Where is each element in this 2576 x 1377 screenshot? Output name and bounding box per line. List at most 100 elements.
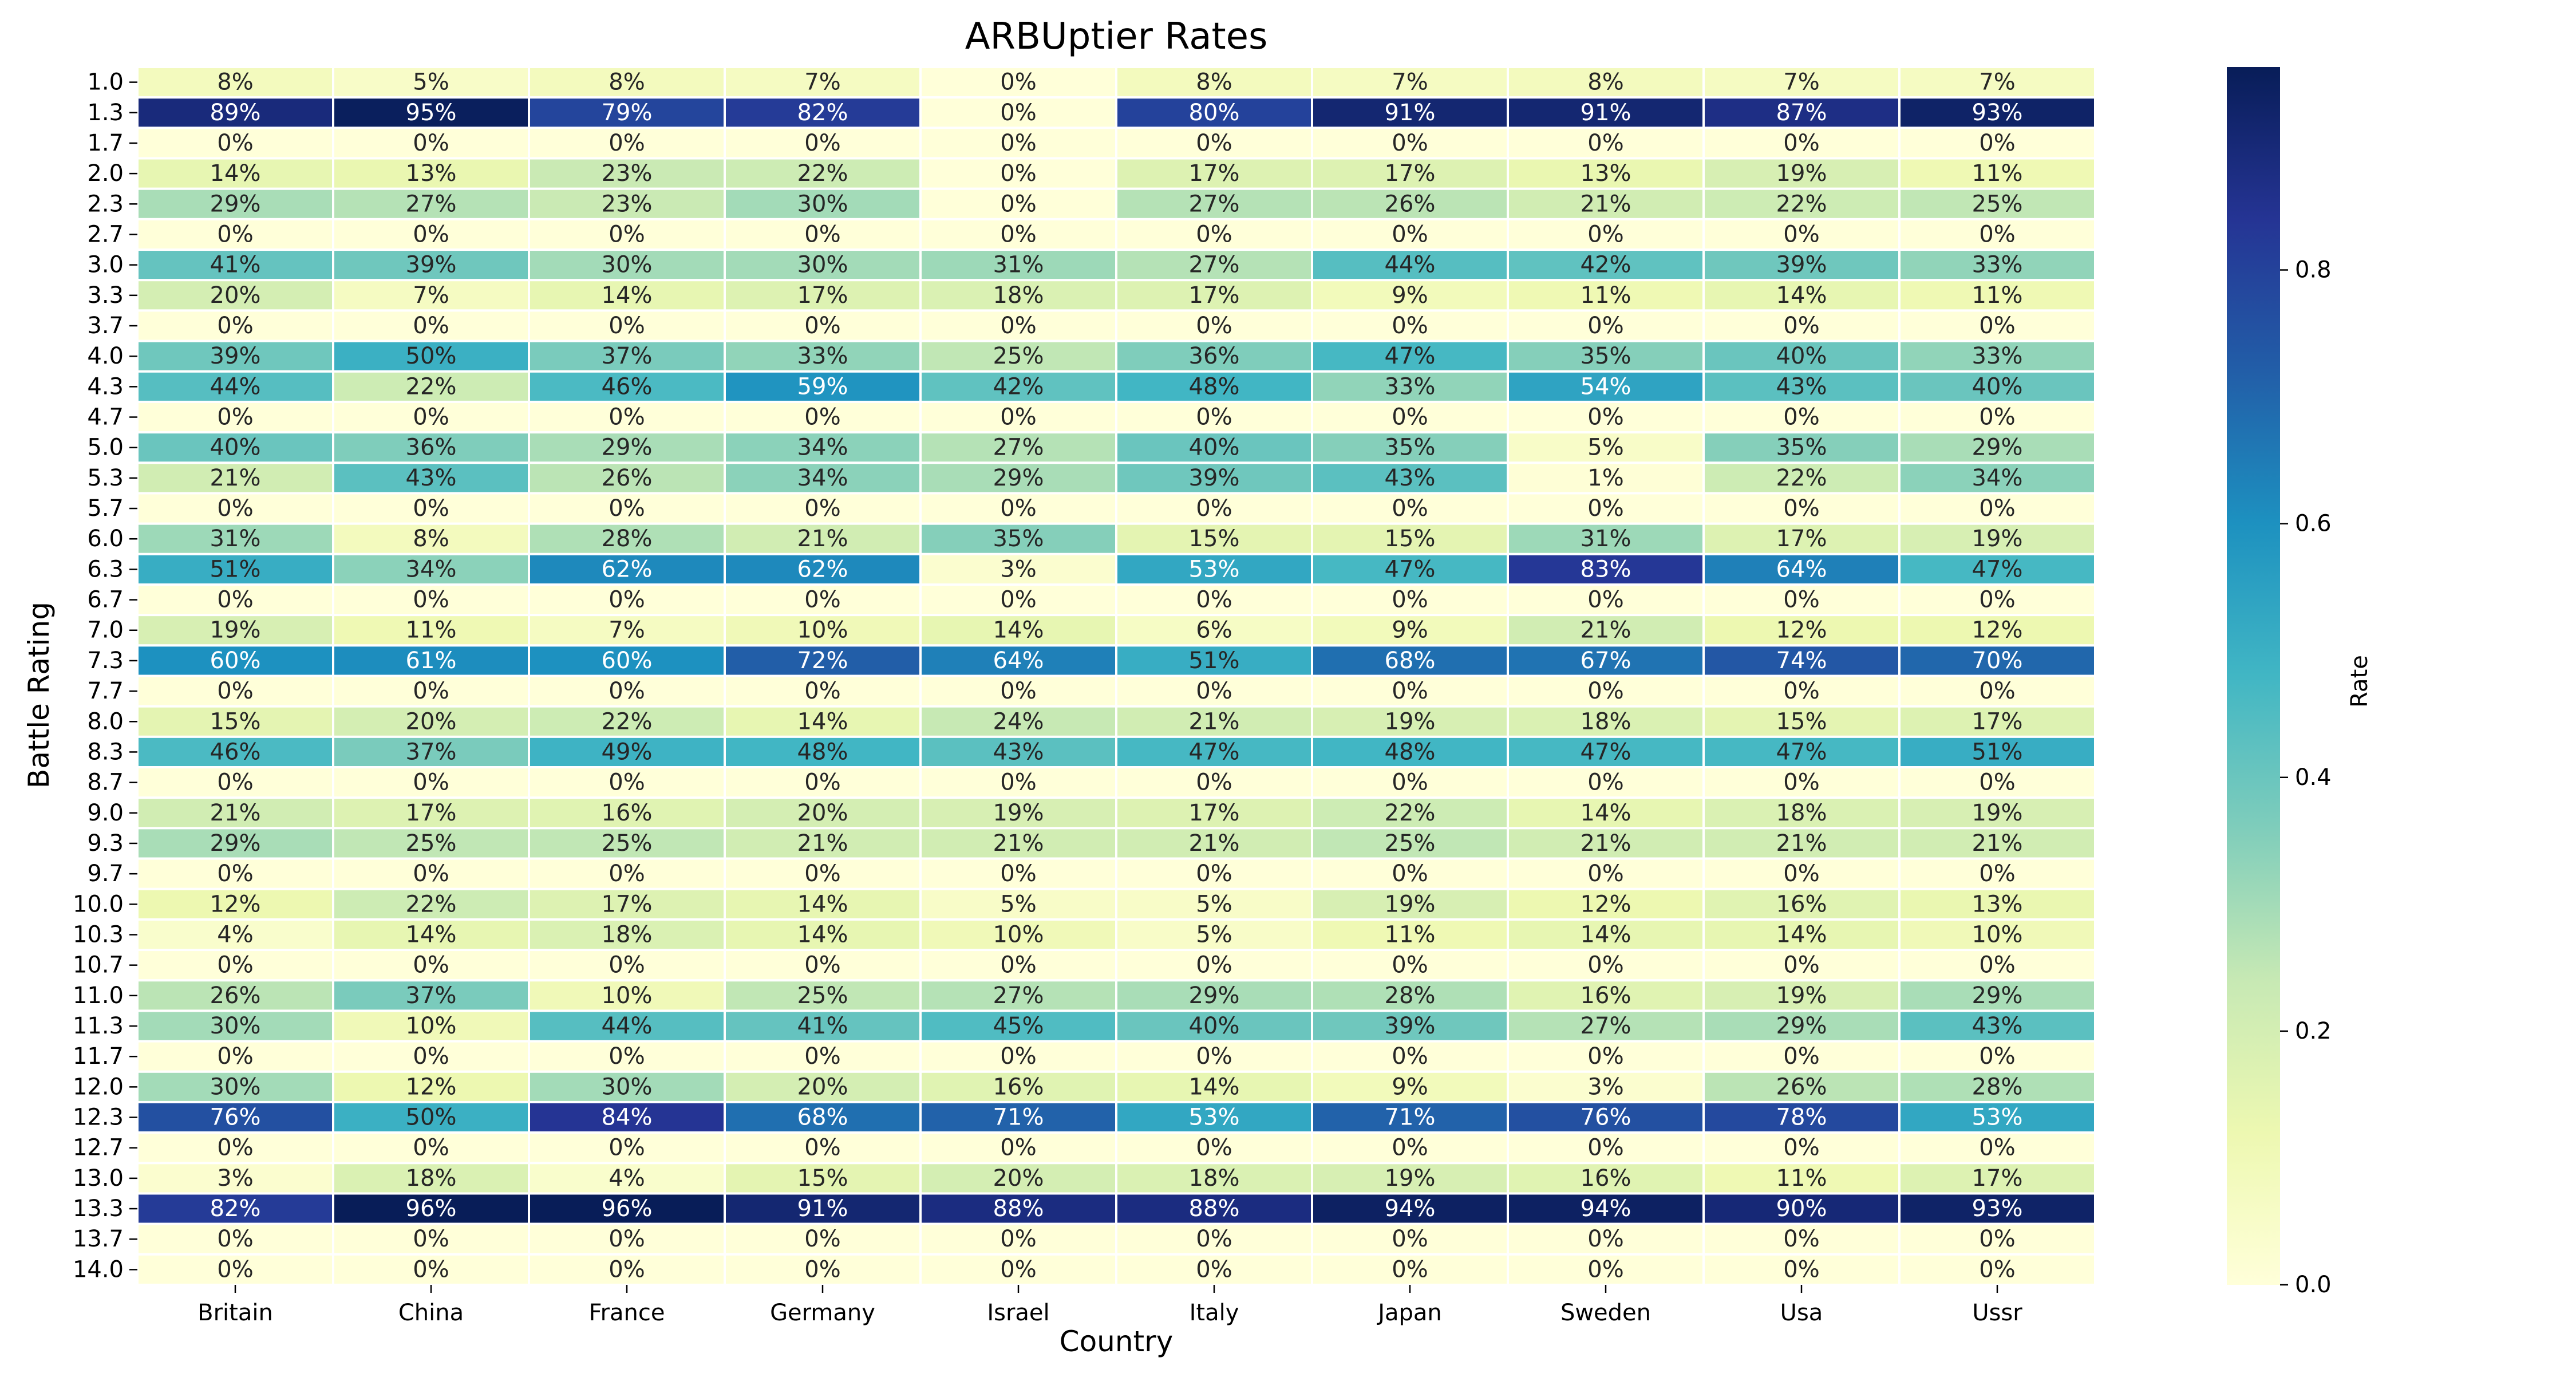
heatmap-cell bbox=[1702, 735, 1901, 769]
heatmap-cell bbox=[1898, 1070, 2096, 1103]
heatmap-cell bbox=[1507, 553, 1705, 586]
cell-value-label: 0% bbox=[217, 1256, 253, 1283]
cell-value-label: 22% bbox=[406, 891, 457, 917]
y-tick-label: 13.7 bbox=[73, 1226, 124, 1252]
heatmap-cell bbox=[136, 644, 334, 677]
colorbar-ticks: 0.0 0.2 0.4 0.6 0.8 bbox=[2280, 257, 2332, 1298]
heatmap-cell bbox=[724, 705, 922, 738]
cell-value-label: 0% bbox=[217, 495, 253, 522]
heatmap-cell bbox=[332, 735, 530, 769]
cell-value-label: 40% bbox=[1189, 435, 1240, 461]
y-tick-label: 1.3 bbox=[87, 100, 124, 126]
cell-value-label: 0% bbox=[1979, 952, 2015, 979]
cell-value-label: 78% bbox=[1776, 1104, 1827, 1131]
y-tick-label: 1.0 bbox=[87, 69, 124, 96]
cell-value-label: 0% bbox=[217, 1135, 253, 1161]
heatmap-cell bbox=[1702, 583, 1901, 617]
cell-value-label: 31% bbox=[993, 252, 1044, 278]
cell-value-label: 43% bbox=[1972, 1013, 2023, 1039]
cell-value-label: 0% bbox=[413, 495, 449, 522]
x-axis-ticks: Britain China France Germany Israel Italy Japa… bbox=[197, 1285, 2022, 1326]
cell-value-label: 27% bbox=[1189, 252, 1240, 278]
cell-value-label: 0% bbox=[1392, 495, 1428, 522]
cell-value-label: 0% bbox=[609, 678, 645, 704]
cell-value-label: 14% bbox=[1581, 921, 1631, 948]
heatmap-cell bbox=[919, 522, 1117, 555]
cell-value-label: 14% bbox=[1776, 282, 1827, 309]
heatmap-cell bbox=[1702, 218, 1901, 251]
heatmap-cell bbox=[332, 918, 530, 952]
cell-value-label: 0% bbox=[1783, 495, 1819, 522]
heatmap-cell bbox=[1507, 370, 1705, 403]
cell-value-label: 0% bbox=[1000, 495, 1036, 522]
heatmap-cell bbox=[1702, 1100, 1901, 1134]
cell-value-label: 11% bbox=[1776, 1165, 1827, 1191]
cell-value-label: 12% bbox=[406, 1074, 457, 1100]
cell-value-label: 0% bbox=[609, 861, 645, 887]
cell-value-label: 0% bbox=[804, 1043, 840, 1070]
heatmap-cell bbox=[528, 279, 726, 312]
cell-value-label: 0% bbox=[1783, 861, 1819, 887]
cell-value-label: 0% bbox=[413, 1256, 449, 1283]
heatmap-cell bbox=[1115, 1253, 1313, 1286]
heatmap-cell bbox=[332, 674, 530, 708]
heatmap-cell bbox=[1507, 614, 1705, 647]
cell-value-label: 14% bbox=[1776, 921, 1827, 948]
x-axis-label: Country bbox=[1060, 1325, 1174, 1358]
cell-value-label: 0% bbox=[1587, 1256, 1623, 1283]
heatmap-cell bbox=[332, 887, 530, 921]
cell-value-label: 0% bbox=[1979, 1135, 2015, 1161]
cell-value-label: 28% bbox=[602, 526, 653, 552]
heatmap-cell bbox=[919, 1100, 1117, 1134]
heatmap-cell bbox=[1898, 66, 2096, 99]
heatmap-cell bbox=[1115, 735, 1313, 769]
heatmap-cell bbox=[919, 400, 1117, 434]
cell-value-label: 96% bbox=[602, 1195, 653, 1222]
heatmap-cell bbox=[724, 1131, 922, 1165]
cell-value-label: 19% bbox=[1776, 983, 1827, 1009]
cell-value-label: 0% bbox=[1587, 678, 1623, 704]
cell-value-label: 93% bbox=[1972, 100, 2023, 126]
cell-value-label: 18% bbox=[602, 921, 653, 948]
heatmap-cell bbox=[1898, 1131, 2096, 1165]
cell-value-label: 14% bbox=[797, 921, 848, 948]
heatmap-cell bbox=[1702, 949, 1901, 982]
heatmap-cell bbox=[1507, 309, 1705, 342]
heatmap-cell bbox=[332, 614, 530, 647]
cell-value-label: 25% bbox=[406, 830, 457, 857]
cell-value-label: 0% bbox=[1000, 191, 1036, 217]
heatmap-cell bbox=[1311, 96, 1509, 129]
cell-value-label: 11% bbox=[1385, 921, 1436, 948]
colorbar-tick-label: 0.8 bbox=[2295, 257, 2332, 283]
cell-value-label: 1% bbox=[1587, 465, 1623, 491]
cell-value-label: 0% bbox=[609, 1135, 645, 1161]
cell-value-label: 0% bbox=[413, 1135, 449, 1161]
x-tick-label: Italy bbox=[1190, 1300, 1239, 1326]
heatmap-cell bbox=[136, 461, 334, 495]
cell-value-label: 30% bbox=[797, 191, 848, 217]
cell-value-label: 29% bbox=[1972, 435, 2023, 461]
cell-value-label: 29% bbox=[1776, 1013, 1827, 1039]
cell-value-label: 0% bbox=[1000, 1043, 1036, 1070]
cell-value-label: 33% bbox=[1972, 343, 2023, 369]
heatmap-cell bbox=[136, 218, 334, 251]
cell-value-label: 18% bbox=[1776, 800, 1827, 826]
x-tick-label: Sweden bbox=[1560, 1300, 1651, 1326]
y-tick-label: 12.0 bbox=[73, 1074, 124, 1100]
heatmap-cell bbox=[1898, 674, 2096, 708]
cell-value-label: 0% bbox=[217, 770, 253, 796]
cell-value-label: 14% bbox=[210, 160, 261, 187]
heatmap-cell bbox=[136, 857, 334, 890]
cell-value-label: 0% bbox=[1587, 130, 1623, 156]
cell-value-label: 0% bbox=[1392, 221, 1428, 247]
heatmap-cell bbox=[1115, 66, 1313, 99]
cell-value-label: 7% bbox=[804, 69, 840, 96]
cell-value-label: 80% bbox=[1189, 100, 1240, 126]
heatmap-cell bbox=[724, 248, 922, 282]
cell-value-label: 0% bbox=[804, 1135, 840, 1161]
cell-value-label: 44% bbox=[602, 1013, 653, 1039]
cell-value-label: 37% bbox=[406, 983, 457, 1009]
cell-value-label: 68% bbox=[1385, 648, 1436, 674]
cell-value-label: 47% bbox=[1385, 343, 1436, 369]
cell-value-label: 8% bbox=[1587, 69, 1623, 96]
